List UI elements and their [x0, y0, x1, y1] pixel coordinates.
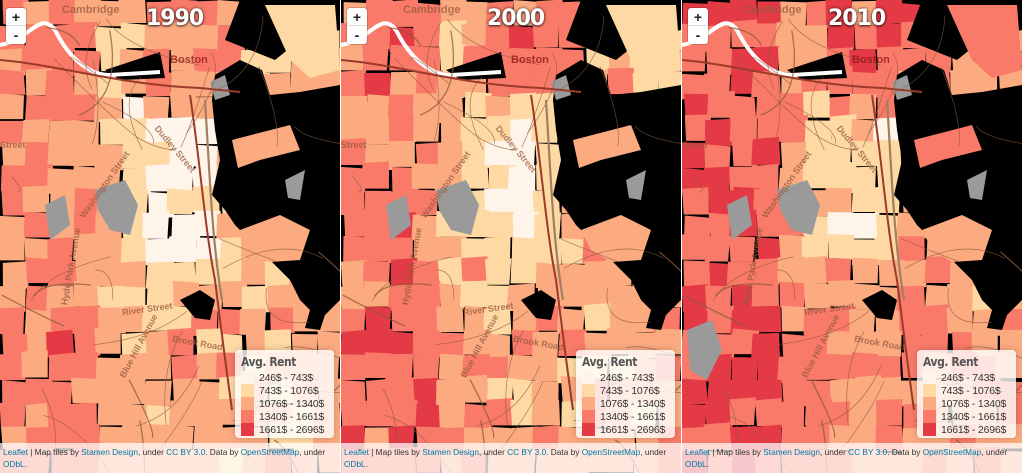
- zoom-control: + -: [6, 8, 26, 44]
- osm-link[interactable]: OpenStreetMap: [922, 447, 982, 457]
- zoom-out-button[interactable]: -: [695, 27, 701, 43]
- odbl-link[interactable]: ODbL: [3, 459, 25, 469]
- legend-item: 743$ - 1076$: [582, 384, 669, 397]
- legend-title: Avg. Rent: [923, 354, 978, 369]
- legend-item: 1661$ - 2696$: [241, 423, 328, 436]
- cc-by-link[interactable]: CC BY 3.0: [848, 447, 888, 457]
- legend-swatch: [582, 410, 595, 423]
- legend-swatch: [582, 384, 595, 397]
- label-boston: Boston: [511, 54, 549, 66]
- legend-item: 1661$ - 2696$: [923, 423, 1010, 436]
- label-street: Street: [341, 140, 367, 150]
- label-boston: Boston: [170, 54, 208, 66]
- legend-title: Avg. Rent: [582, 354, 637, 369]
- legend-item: 1076$ - 1340$: [923, 397, 1010, 410]
- odbl-link[interactable]: ODbL: [344, 459, 366, 469]
- zoom-out-button[interactable]: -: [354, 27, 360, 43]
- label-street: Street: [0, 140, 26, 150]
- year-label: 2000: [487, 6, 545, 31]
- map-attribution: Leaflet | Map tiles by Stamen Design, un…: [341, 443, 681, 473]
- leaflet-link[interactable]: Leaflet: [685, 447, 710, 457]
- year-label: 1990: [146, 6, 204, 31]
- label-street: Street: [682, 140, 708, 150]
- label-cambridge: Cambridge: [744, 4, 802, 16]
- legend-swatch: [923, 423, 936, 436]
- odbl-link[interactable]: ODbL: [685, 459, 707, 469]
- label-cambridge: Cambridge: [62, 4, 120, 16]
- legend-swatch: [241, 384, 254, 397]
- osm-link[interactable]: OpenStreetMap: [581, 447, 641, 457]
- legend-swatch: [582, 371, 595, 384]
- year-label: 2010: [828, 6, 886, 31]
- rent-legend: Avg. Rent 246$ - 743$ 743$ - 1076$ 1076$…: [917, 350, 1016, 438]
- map-attribution: Leaflet | Map tiles by Stamen Design, un…: [0, 443, 340, 473]
- leaflet-link[interactable]: Leaflet: [344, 447, 369, 457]
- legend-item: 1340$ - 1661$: [241, 410, 328, 423]
- cc-by-link[interactable]: CC BY 3.0: [166, 447, 206, 457]
- legend-item: 1340$ - 1661$: [923, 410, 1010, 423]
- legend-item: 246$ - 743$: [923, 371, 1010, 384]
- legend-swatch: [923, 410, 936, 423]
- zoom-control: + -: [688, 8, 708, 44]
- legend-swatch: [241, 410, 254, 423]
- map-panel-2000[interactable]: + - Cambridge Boston Street Blue Hill Av…: [341, 0, 681, 473]
- stamen-link[interactable]: Stamen Design: [763, 447, 820, 457]
- rent-legend: Avg. Rent 246$ - 743$ 743$ - 1076$ 1076$…: [576, 350, 675, 438]
- legend-item: 246$ - 743$: [241, 371, 328, 384]
- leaflet-link[interactable]: Leaflet: [3, 447, 28, 457]
- map-panel-1990[interactable]: + - Cambridge Boston Street Blue Hill Av…: [0, 0, 340, 473]
- legend-swatch: [241, 397, 254, 410]
- legend-swatch: [923, 397, 936, 410]
- map-panel-2010[interactable]: + - Cambridge Boston Street Blue Hill Av…: [682, 0, 1022, 473]
- legend-item: 1340$ - 1661$: [582, 410, 669, 423]
- rent-legend: Avg. Rent 246$ - 743$ 743$ - 1076$ 1076$…: [235, 350, 334, 438]
- stamen-link[interactable]: Stamen Design: [81, 447, 138, 457]
- legend-swatch: [241, 371, 254, 384]
- legend-item: 246$ - 743$: [582, 371, 669, 384]
- legend-item: 1076$ - 1340$: [241, 397, 328, 410]
- zoom-control: + -: [347, 8, 367, 44]
- legend-item: 743$ - 1076$: [923, 384, 1010, 397]
- zoom-in-button[interactable]: +: [688, 8, 708, 26]
- legend-swatch: [923, 371, 936, 384]
- legend-item: 743$ - 1076$: [241, 384, 328, 397]
- label-boston: Boston: [852, 54, 890, 66]
- choropleth-map[interactable]: [341, 0, 681, 473]
- zoom-in-button[interactable]: +: [347, 8, 367, 26]
- legend-swatch: [923, 384, 936, 397]
- stamen-link[interactable]: Stamen Design: [422, 447, 479, 457]
- map-attribution: Leaflet | Map tiles by Stamen Design, un…: [682, 443, 1022, 473]
- osm-link[interactable]: OpenStreetMap: [240, 447, 300, 457]
- legend-item: 1076$ - 1340$: [582, 397, 669, 410]
- zoom-out-button[interactable]: -: [13, 27, 19, 43]
- cc-by-link[interactable]: CC BY 3.0: [507, 447, 547, 457]
- legend-item: 1661$ - 2696$: [582, 423, 669, 436]
- legend-swatch: [241, 423, 254, 436]
- legend-swatch: [582, 397, 595, 410]
- legend-title: Avg. Rent: [241, 354, 296, 369]
- label-cambridge: Cambridge: [403, 4, 461, 16]
- legend-swatch: [582, 423, 595, 436]
- zoom-in-button[interactable]: +: [6, 8, 26, 26]
